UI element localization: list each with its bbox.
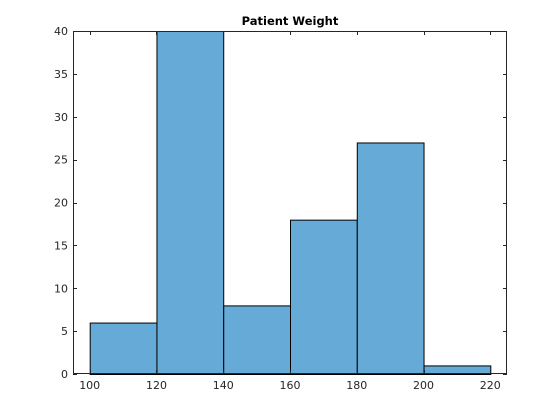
histogram-bar — [156, 31, 225, 375]
x-tick-label: 100 — [79, 379, 100, 392]
y-tick-label: 10 — [54, 282, 68, 295]
x-tick-label: 140 — [213, 379, 234, 392]
bars-layer — [89, 31, 492, 375]
y-tick-label: 15 — [54, 239, 68, 252]
x-tick-label: 200 — [413, 379, 434, 392]
x-tick-label: 180 — [346, 379, 367, 392]
y-tick-label: 25 — [54, 154, 68, 167]
ticks-layer: 100 120 140 160 180 200 220 0 5 10 15 20 25 30 35 40 — [54, 25, 507, 392]
y-tick-label: 20 — [54, 197, 68, 210]
histogram-bar — [89, 322, 158, 375]
y-tick-label: 40 — [54, 25, 68, 38]
x-tick-label: 220 — [480, 379, 501, 392]
x-tick-label: 160 — [280, 379, 301, 392]
histogram-bar — [356, 142, 425, 375]
y-tick-label: 35 — [54, 68, 68, 81]
y-tick-label: 0 — [61, 368, 68, 381]
y-tick-label: 30 — [54, 111, 68, 124]
histogram-bar — [290, 219, 358, 375]
histogram-bar — [223, 305, 292, 375]
chart-title: Patient Weight — [242, 14, 339, 28]
x-tick-label: 120 — [146, 379, 167, 392]
y-tick-label: 5 — [61, 325, 68, 338]
